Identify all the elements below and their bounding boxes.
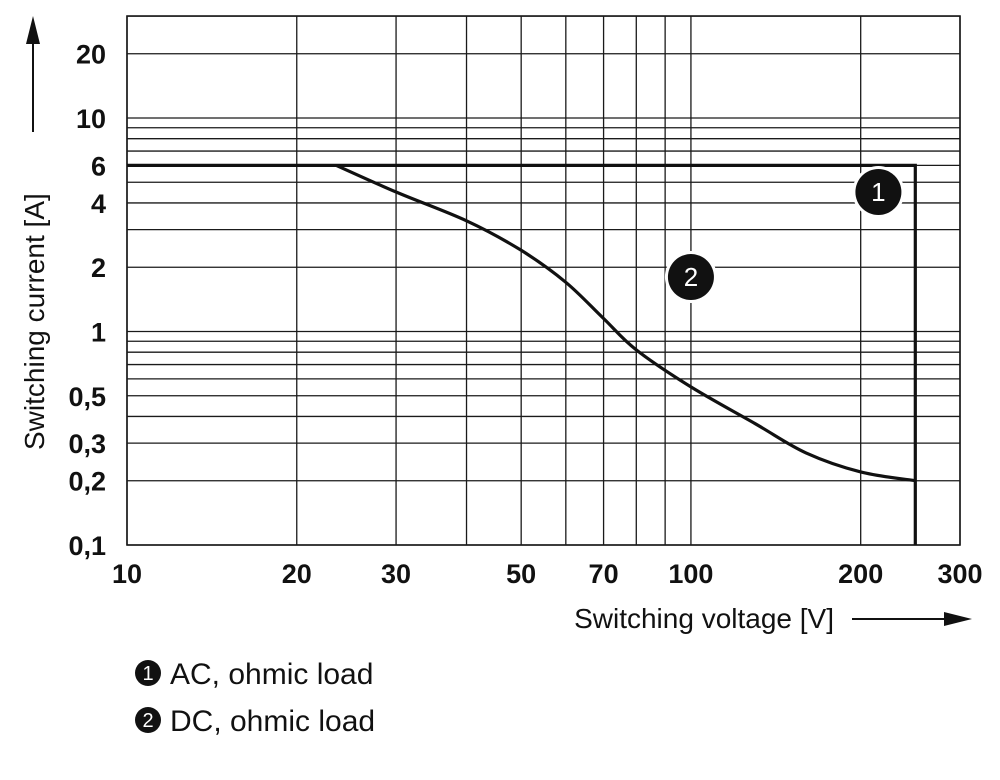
series-2-marker-icon [667, 253, 714, 300]
legend-marker-2-icon [135, 707, 161, 733]
legend-marker-2-number: 2 [142, 710, 153, 732]
y-tick-label: 10 [76, 104, 106, 134]
x-tick-label: 20 [282, 559, 312, 589]
series-layer: 12 [127, 163, 917, 545]
series-2-line [335, 163, 916, 483]
legend-label-1: AC, ohmic load [170, 658, 373, 691]
tick-labels: 10 20 30 50 70 100 200 300 20 10 6 4 2 1 0,5 0,3 0,2 0,1 [68, 40, 982, 589]
y-axis-title-group: Switching current [A] [19, 16, 50, 450]
y-axis-arrow-head [26, 16, 40, 44]
grid [126, 15, 961, 546]
y-tick-label: 4 [91, 189, 106, 219]
x-axis-title-group: Switching voltage [V] [574, 603, 972, 634]
legend-item-2: 2 DC, ohmic load [135, 705, 375, 738]
x-tick-label: 200 [838, 559, 883, 589]
x-tick-label: 70 [589, 559, 619, 589]
y-tick-label: 20 [76, 40, 106, 70]
y-axis-title: Switching current [A] [19, 193, 50, 450]
y-tick-label: 6 [91, 151, 106, 181]
y-tick-label: 0,3 [68, 429, 106, 459]
y-tick-label: 0,5 [68, 382, 106, 412]
x-axis-arrow-head [944, 612, 972, 626]
y-tick-label: 0,1 [68, 531, 106, 561]
series-1-marker-icon [855, 169, 902, 216]
plot-frame [126, 15, 961, 546]
y-tick-label: 0,2 [68, 467, 106, 497]
x-tick-label: 100 [668, 559, 713, 589]
legend-marker-1-icon [135, 660, 161, 686]
legend-marker-1-number: 1 [142, 663, 153, 685]
x-tick-label: 10 [112, 559, 142, 589]
y-tick-label: 2 [91, 253, 106, 283]
x-tick-label: 50 [506, 559, 536, 589]
legend-item-1: 1 AC, ohmic load [135, 658, 373, 691]
x-axis-title: Switching voltage [V] [574, 603, 834, 634]
x-tick-label: 30 [381, 559, 411, 589]
legend-label-2: DC, ohmic load [170, 705, 375, 738]
x-tick-label: 300 [937, 559, 982, 589]
legend: 1 AC, ohmic load 2 DC, ohmic load [135, 658, 375, 738]
series-1-line [127, 163, 917, 545]
series-1-marker-number: 1 [871, 177, 885, 207]
y-tick-label: 1 [91, 318, 106, 348]
series-2-marker-number: 2 [684, 262, 698, 292]
